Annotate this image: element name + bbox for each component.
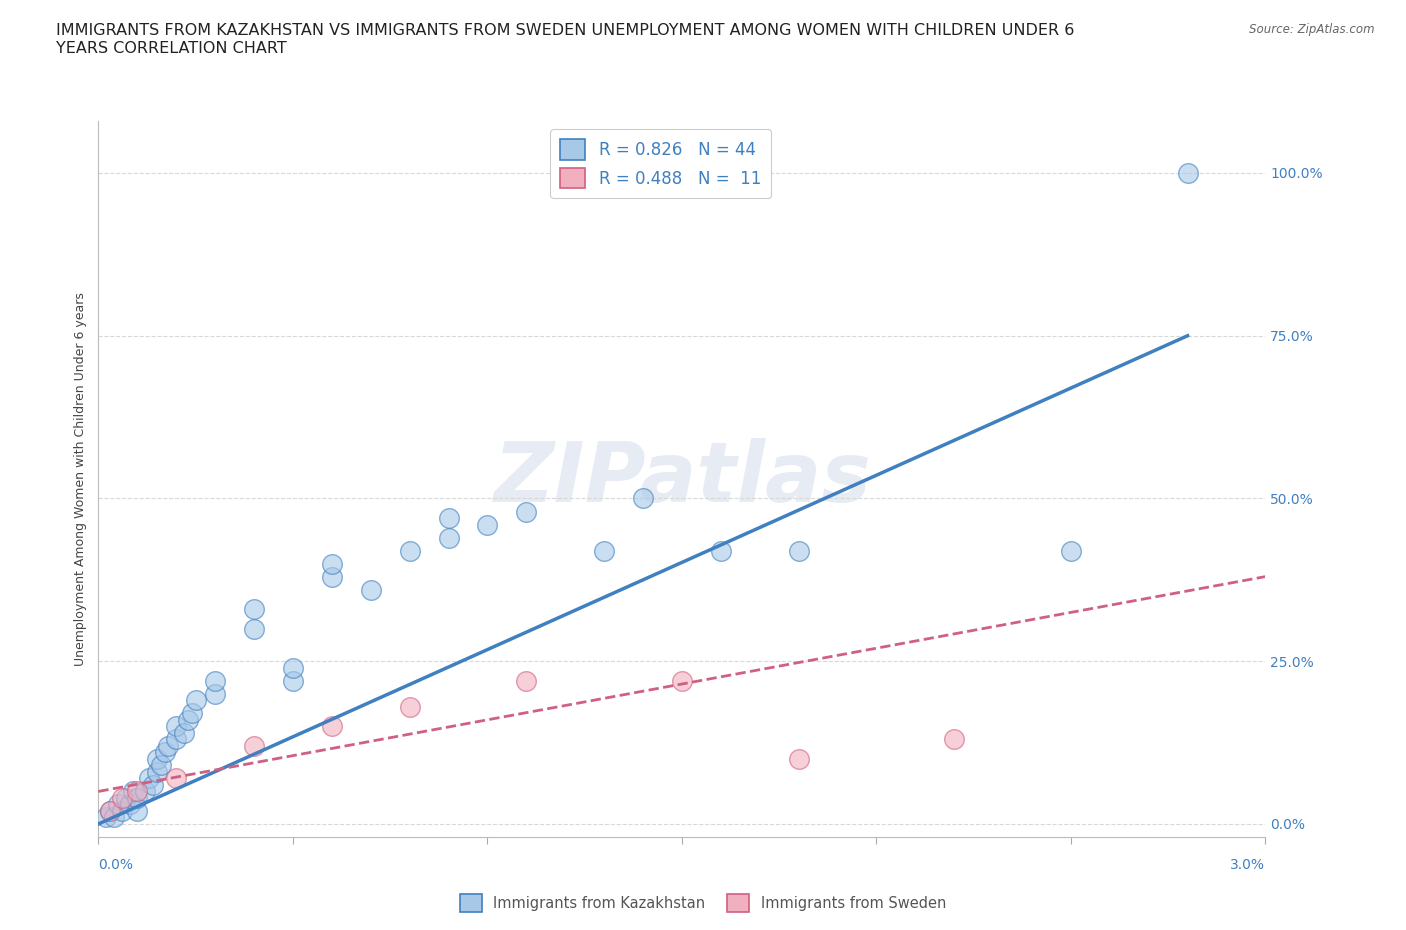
Point bbox=[321, 719, 343, 734]
Point bbox=[138, 771, 160, 786]
Point bbox=[184, 693, 207, 708]
Point bbox=[321, 569, 343, 584]
Point bbox=[146, 751, 169, 766]
Point bbox=[281, 660, 304, 675]
Y-axis label: Unemployment Among Women with Children Under 6 years: Unemployment Among Women with Children U… bbox=[75, 292, 87, 666]
Point bbox=[437, 511, 460, 525]
Point bbox=[398, 699, 420, 714]
Point bbox=[1177, 166, 1199, 180]
Point bbox=[321, 556, 343, 571]
Text: Source: ZipAtlas.com: Source: ZipAtlas.com bbox=[1250, 23, 1375, 36]
Point bbox=[142, 777, 165, 792]
Point bbox=[173, 725, 195, 740]
Point bbox=[114, 790, 136, 805]
Point bbox=[107, 797, 129, 812]
Point bbox=[122, 784, 145, 799]
Point bbox=[103, 810, 125, 825]
Point bbox=[477, 517, 499, 532]
Point bbox=[165, 732, 187, 747]
Point bbox=[281, 673, 304, 688]
Point bbox=[243, 738, 266, 753]
Point bbox=[149, 758, 172, 773]
Point bbox=[127, 784, 149, 799]
Point bbox=[98, 804, 121, 818]
Point bbox=[671, 673, 693, 688]
Point bbox=[787, 543, 810, 558]
Legend: R = 0.826   N = 44, R = 0.488   N =  11: R = 0.826 N = 44, R = 0.488 N = 11 bbox=[550, 129, 770, 198]
Point bbox=[98, 804, 121, 818]
Point bbox=[165, 771, 187, 786]
Point bbox=[398, 543, 420, 558]
Point bbox=[515, 673, 537, 688]
Point bbox=[787, 751, 810, 766]
Point bbox=[1060, 543, 1083, 558]
Text: 0.0%: 0.0% bbox=[98, 858, 134, 872]
Point bbox=[177, 712, 200, 727]
Point bbox=[153, 745, 176, 760]
Point bbox=[631, 491, 654, 506]
Point bbox=[111, 790, 134, 805]
Point bbox=[180, 706, 202, 721]
Point bbox=[593, 543, 616, 558]
Point bbox=[111, 804, 134, 818]
Text: IMMIGRANTS FROM KAZAKHSTAN VS IMMIGRANTS FROM SWEDEN UNEMPLOYMENT AMONG WOMEN WI: IMMIGRANTS FROM KAZAKHSTAN VS IMMIGRANTS… bbox=[56, 23, 1074, 56]
Point bbox=[96, 810, 118, 825]
Point bbox=[134, 784, 156, 799]
Point bbox=[437, 530, 460, 545]
Point bbox=[127, 790, 149, 805]
Point bbox=[157, 738, 180, 753]
Point bbox=[127, 804, 149, 818]
Text: 3.0%: 3.0% bbox=[1230, 858, 1265, 872]
Point bbox=[710, 543, 733, 558]
Point bbox=[204, 686, 226, 701]
Point bbox=[243, 621, 266, 636]
Text: ZIPatlas: ZIPatlas bbox=[494, 438, 870, 520]
Point bbox=[360, 582, 382, 597]
Legend: Immigrants from Kazakhstan, Immigrants from Sweden: Immigrants from Kazakhstan, Immigrants f… bbox=[454, 888, 952, 918]
Point bbox=[165, 719, 187, 734]
Point bbox=[515, 504, 537, 519]
Point bbox=[204, 673, 226, 688]
Point bbox=[118, 797, 141, 812]
Point bbox=[243, 602, 266, 617]
Point bbox=[943, 732, 966, 747]
Point bbox=[146, 764, 169, 779]
